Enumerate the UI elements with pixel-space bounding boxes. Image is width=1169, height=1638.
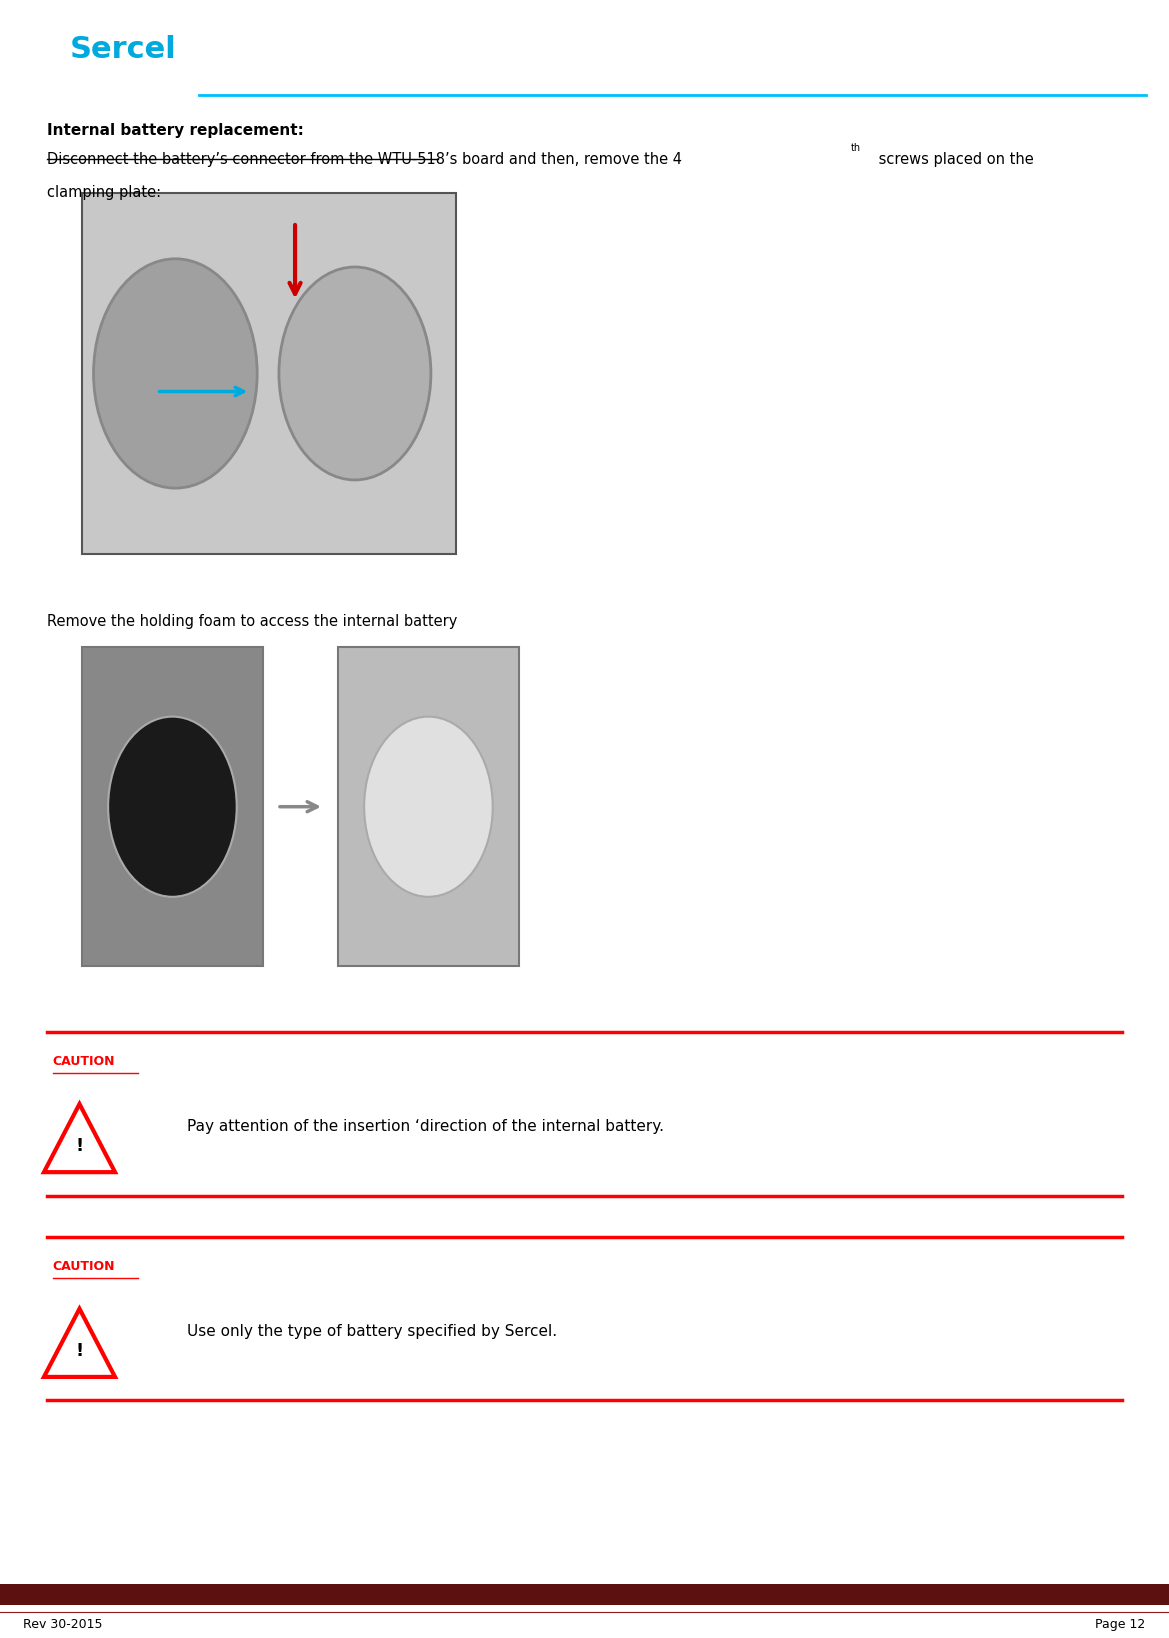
Text: Remove the holding foam to access the internal battery: Remove the holding foam to access the in… — [47, 614, 457, 629]
Text: CAUTION: CAUTION — [53, 1055, 115, 1068]
FancyBboxPatch shape — [82, 193, 456, 554]
Text: Pay attention of the insertion ‘direction of the internal battery.: Pay attention of the insertion ‘directio… — [187, 1119, 664, 1135]
Text: Sercel: Sercel — [69, 34, 177, 64]
Circle shape — [94, 259, 257, 488]
Text: Use only the type of battery specified by Sercel.: Use only the type of battery specified b… — [187, 1324, 558, 1340]
Circle shape — [279, 267, 431, 480]
Circle shape — [109, 717, 236, 898]
Text: CAUTION: CAUTION — [53, 1260, 115, 1273]
Text: !: ! — [76, 1137, 83, 1155]
Text: Rev 30-2015: Rev 30-2015 — [23, 1618, 103, 1631]
Text: Internal battery replacement:: Internal battery replacement: — [47, 123, 304, 138]
Text: clamping plate:: clamping plate: — [47, 185, 161, 200]
Circle shape — [365, 717, 493, 898]
Text: !: ! — [76, 1342, 83, 1360]
Polygon shape — [44, 1104, 115, 1173]
Polygon shape — [44, 1309, 115, 1378]
FancyBboxPatch shape — [0, 1584, 1169, 1605]
Text: th: th — [851, 143, 862, 152]
Text: Disconnect the battery’s connector from the WTU-518’s board and then, remove the: Disconnect the battery’s connector from … — [47, 152, 682, 167]
FancyBboxPatch shape — [338, 647, 519, 966]
FancyBboxPatch shape — [82, 647, 263, 966]
Text: Page 12: Page 12 — [1095, 1618, 1146, 1631]
Text: screws placed on the: screws placed on the — [874, 152, 1035, 167]
